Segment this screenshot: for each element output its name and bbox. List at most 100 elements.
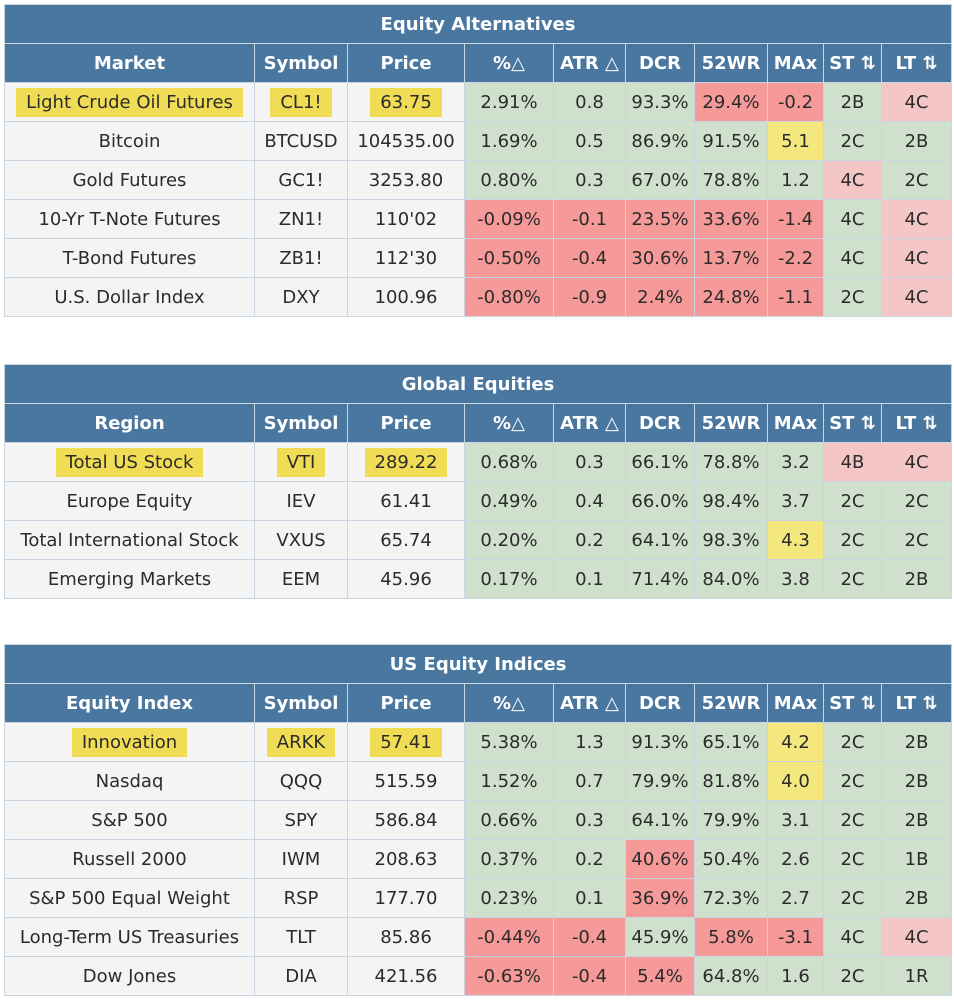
cell-name: Europe Equity <box>4 481 255 521</box>
table-row[interactable]: Russell 2000 IWM 208.63 0.37% 0.2 40.6% 50.4% 2… <box>4 839 953 879</box>
column-header-max[interactable]: MAx <box>767 683 824 723</box>
column-header-symbol[interactable]: Symbol <box>254 683 348 723</box>
table-row[interactable]: Nasdaq QQQ 515.59 1.52% 0.7 79.9% 81.8% 4.0 2C 2B <box>4 761 953 801</box>
table-row[interactable]: Total US Stock VTI 289.22 0.68% 0.3 66.1% 78.8… <box>4 442 953 482</box>
cell-name: Nasdaq <box>4 761 255 801</box>
column-header-wr[interactable]: 52WR <box>694 683 768 723</box>
column-header-name[interactable]: Market <box>4 43 255 83</box>
column-header-max[interactable]: MAx <box>767 403 824 443</box>
table-row[interactable]: Bitcoin BTCUSD 104535.00 1.69% 0.5 86.9% 91.5%… <box>4 121 953 161</box>
table-row[interactable]: Gold Futures GC1! 3253.80 0.80% 0.3 67.0% 78.8… <box>4 160 953 200</box>
column-header-atr[interactable]: ATR △ <box>553 403 626 443</box>
cell-chg: 0.20% <box>464 520 554 560</box>
cell-name: Innovation <box>4 722 255 762</box>
cell-dcr: 36.9% <box>625 878 695 918</box>
cell-lt: 4C <box>880 277 953 317</box>
cell-max: 3.8 <box>767 559 824 599</box>
column-header-dcr[interactable]: DCR <box>625 403 695 443</box>
table-row[interactable]: U.S. Dollar Index DXY 100.96 -0.80% -0.9 2.4%… <box>4 277 953 317</box>
table-row[interactable]: 10-Yr T-Note Futures ZN1! 110'02 -0.09% -0.1… <box>4 199 953 239</box>
column-header-chg[interactable]: %△ <box>464 683 554 723</box>
cell-st: 2C <box>823 878 882 918</box>
column-header-st[interactable]: ST ⇅ <box>823 683 882 723</box>
column-header-name[interactable]: Equity Index <box>4 683 255 723</box>
column-header-lt[interactable]: LT ⇅ <box>880 43 953 83</box>
table-row[interactable]: Europe Equity IEV 61.41 0.49% 0.4 66.0% 98.4% 3… <box>4 481 953 521</box>
cell-chg: 0.17% <box>464 559 554 599</box>
column-header-atr[interactable]: ATR △ <box>553 683 626 723</box>
column-header-name[interactable]: Region <box>4 403 255 443</box>
cell-chg: -0.09% <box>464 199 554 239</box>
column-header-dcr[interactable]: DCR <box>625 683 695 723</box>
column-header-symbol[interactable]: Symbol <box>254 403 348 443</box>
table-row[interactable]: Innovation ARKK 57.41 5.38% 1.3 91.3% 65.1% 4.2… <box>4 722 953 762</box>
cell-lt: 4C <box>880 82 953 122</box>
column-header-atr[interactable]: ATR △ <box>553 43 626 83</box>
section-table: Global Equities Region Symbol Price %△ ATR △ D… <box>3 364 953 599</box>
table-row[interactable]: Emerging Markets EEM 45.96 0.17% 0.1 71.4% 84.… <box>4 559 953 599</box>
cell-wr: 64.8% <box>694 956 768 996</box>
column-header-st[interactable]: ST ⇅ <box>823 403 882 443</box>
cell-wr: 5.8% <box>694 917 768 957</box>
cell-max: -0.2 <box>767 82 824 122</box>
table-row[interactable]: S&P 500 Equal Weight RSP 177.70 0.23% 0.1 36.… <box>4 878 953 918</box>
cell-st: 2C <box>823 761 882 801</box>
cell-symbol: GC1! <box>254 160 348 200</box>
column-header-max[interactable]: MAx <box>767 43 824 83</box>
column-header-row: Equity Index Symbol Price %△ ATR △ DCR 52WR MAx… <box>4 683 953 723</box>
cell-price: 65.74 <box>347 520 465 560</box>
column-header-price[interactable]: Price <box>347 43 465 83</box>
cell-price: 177.70 <box>347 878 465 918</box>
column-header-lt[interactable]: LT ⇅ <box>880 403 953 443</box>
cell-max: 4.3 <box>767 520 824 560</box>
cell-dcr: 66.0% <box>625 481 695 521</box>
column-header-row: Market Symbol Price %△ ATR △ DCR 52WR MAx ST ⇅ LT… <box>4 43 953 83</box>
cell-max: -1.4 <box>767 199 824 239</box>
column-header-dcr[interactable]: DCR <box>625 43 695 83</box>
cell-chg: 0.68% <box>464 442 554 482</box>
cell-dcr: 71.4% <box>625 559 695 599</box>
cell-lt: 1B <box>880 839 953 879</box>
column-header-price[interactable]: Price <box>347 683 465 723</box>
cell-dcr: 93.3% <box>625 82 695 122</box>
highlighted-name: Light Crude Oil Futures <box>16 87 243 117</box>
table-row[interactable]: Light Crude Oil Futures CL1! 63.75 2.91% 0.8… <box>4 82 953 122</box>
cell-dcr: 64.1% <box>625 520 695 560</box>
column-header-chg[interactable]: %△ <box>464 43 554 83</box>
cell-name: 10-Yr T-Note Futures <box>4 199 255 239</box>
column-header-price[interactable]: Price <box>347 403 465 443</box>
cell-price: 57.41 <box>347 722 465 762</box>
cell-atr: -0.4 <box>553 956 626 996</box>
cell-atr: 0.4 <box>553 481 626 521</box>
column-header-st[interactable]: ST ⇅ <box>823 43 882 83</box>
highlighted-price: 63.75 <box>370 87 442 117</box>
cell-st: 2C <box>823 121 882 161</box>
section-title-row: Global Equities <box>3 364 953 404</box>
cell-chg: 0.49% <box>464 481 554 521</box>
cell-dcr: 30.6% <box>625 238 695 278</box>
table-row[interactable]: Long-Term US Treasuries TLT 85.86 -0.44% -0.… <box>4 917 953 957</box>
column-header-wr[interactable]: 52WR <box>694 43 768 83</box>
cell-symbol: ARKK <box>254 722 348 762</box>
table-row[interactable]: S&P 500 SPY 586.84 0.66% 0.3 64.1% 79.9% 3.1 2C 2… <box>4 800 953 840</box>
table-row[interactable]: Dow Jones DIA 421.56 -0.63% -0.4 5.4% 64.8% 1.6… <box>4 956 953 996</box>
cell-dcr: 5.4% <box>625 956 695 996</box>
cell-symbol: IEV <box>254 481 348 521</box>
cell-dcr: 66.1% <box>625 442 695 482</box>
cell-chg: -0.63% <box>464 956 554 996</box>
section-title: Global Equities <box>3 364 953 404</box>
column-header-symbol[interactable]: Symbol <box>254 43 348 83</box>
table-row[interactable]: T-Bond Futures ZB1! 112'30 -0.50% -0.4 30.6% 1… <box>4 238 953 278</box>
cell-symbol: RSP <box>254 878 348 918</box>
table-row[interactable]: Total International Stock VXUS 65.74 0.20% 0… <box>4 520 953 560</box>
cell-atr: 0.1 <box>553 559 626 599</box>
cell-symbol: ZB1! <box>254 238 348 278</box>
cell-lt: 2B <box>880 800 953 840</box>
column-header-wr[interactable]: 52WR <box>694 403 768 443</box>
section-table: US Equity Indices Equity Index Symbol Price… <box>3 644 953 996</box>
column-header-chg[interactable]: %△ <box>464 403 554 443</box>
cell-wr: 33.6% <box>694 199 768 239</box>
cell-name: U.S. Dollar Index <box>4 277 255 317</box>
column-header-lt[interactable]: LT ⇅ <box>880 683 953 723</box>
cell-st: 4C <box>823 238 882 278</box>
